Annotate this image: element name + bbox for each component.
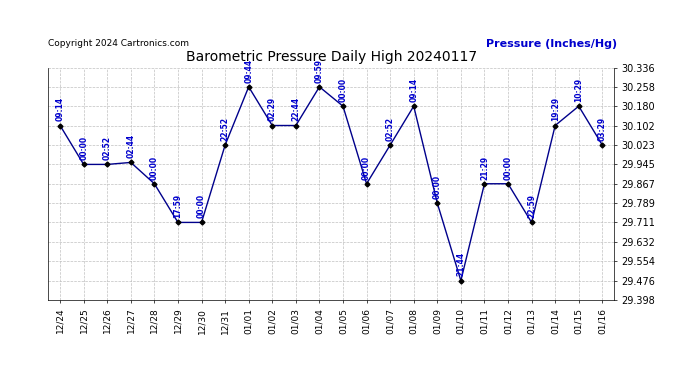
Text: 09:14: 09:14: [409, 78, 418, 102]
Text: 09:59: 09:59: [315, 58, 324, 82]
Text: 22:44: 22:44: [291, 97, 300, 122]
Text: Pressure (Inches/Hg): Pressure (Inches/Hg): [486, 39, 618, 50]
Text: 21:29: 21:29: [480, 156, 489, 180]
Text: 09:44: 09:44: [244, 58, 253, 82]
Title: Barometric Pressure Daily High 20240117: Barometric Pressure Daily High 20240117: [186, 50, 477, 63]
Text: 22:52: 22:52: [221, 117, 230, 141]
Text: 17:59: 17:59: [173, 194, 182, 218]
Text: 00:00: 00:00: [362, 156, 371, 180]
Text: 03:29: 03:29: [598, 117, 607, 141]
Text: 00:00: 00:00: [150, 156, 159, 180]
Text: 21:44: 21:44: [456, 252, 465, 276]
Text: 19:29: 19:29: [551, 97, 560, 122]
Text: 00:00: 00:00: [504, 156, 513, 180]
Text: 00:00: 00:00: [79, 136, 88, 160]
Text: 10:29: 10:29: [574, 78, 583, 102]
Text: 09:14: 09:14: [56, 97, 65, 122]
Text: 02:52: 02:52: [386, 117, 395, 141]
Text: 00:00: 00:00: [339, 78, 348, 102]
Text: 02:52: 02:52: [103, 136, 112, 160]
Text: 02:44: 02:44: [126, 134, 135, 158]
Text: 02:29: 02:29: [268, 97, 277, 122]
Text: 00:00: 00:00: [197, 194, 206, 218]
Text: 00:00: 00:00: [433, 175, 442, 199]
Text: 22:59: 22:59: [527, 194, 536, 218]
Text: Copyright 2024 Cartronics.com: Copyright 2024 Cartronics.com: [48, 39, 189, 48]
